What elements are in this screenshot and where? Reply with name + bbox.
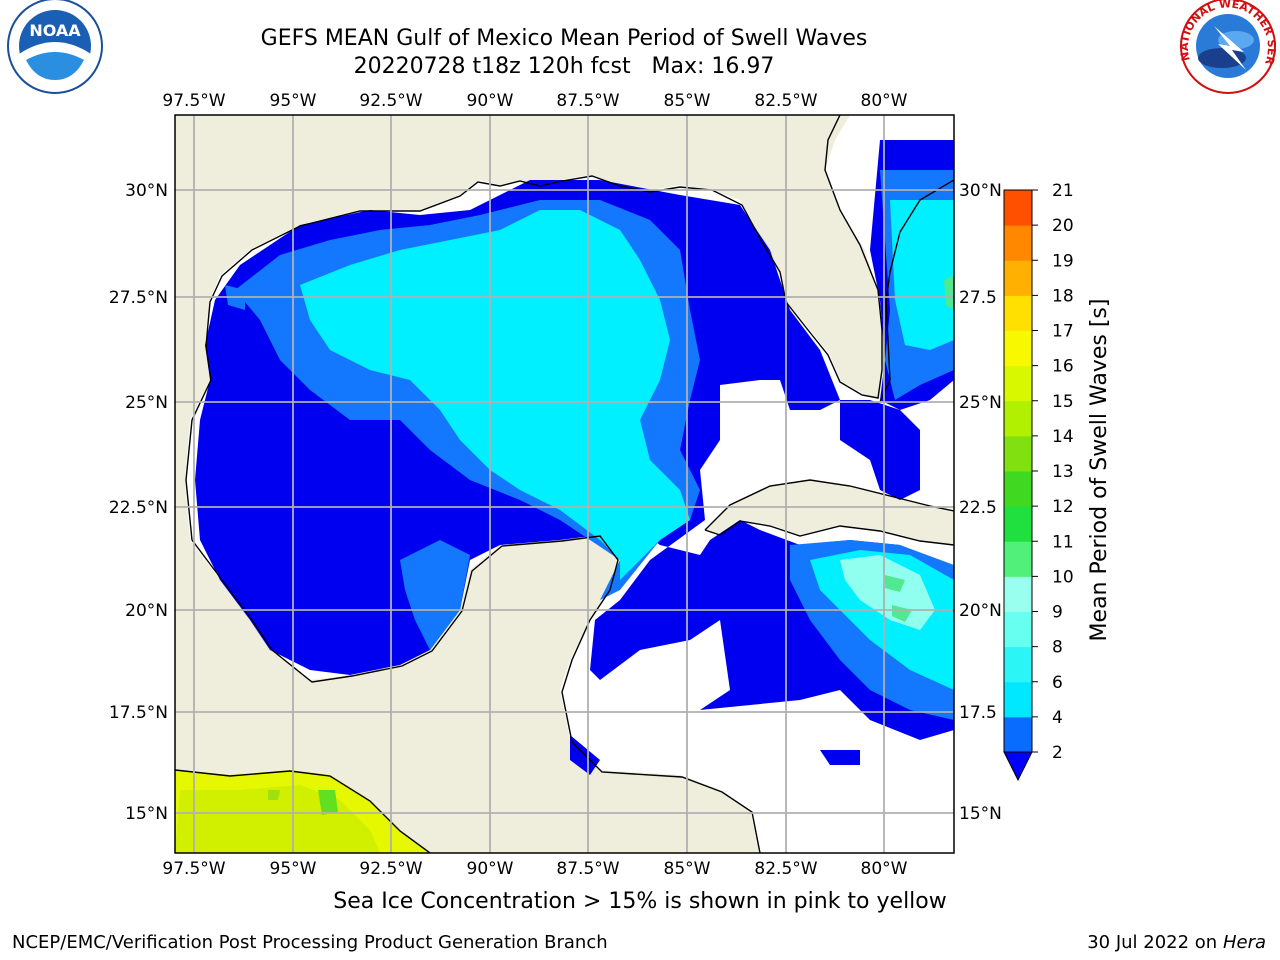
lat-tick-label: 22.5 [959, 498, 997, 518]
colorbar-tick-label: 8 [1052, 638, 1063, 658]
colorbar-tick-label: 9 [1052, 603, 1063, 623]
lon-tick-label: 92.5°W [359, 859, 422, 879]
lon-tick-label: 87.5°W [556, 91, 619, 111]
lon-tick-label: 95°W [270, 859, 317, 879]
colorbar-segment [1004, 576, 1032, 612]
lat-tick-label: 25°N [125, 393, 168, 413]
coastline [175, 115, 954, 853]
colorbar: 2 4 6 8 9 10 11 12 13 14 15 16 17 18 19 20 21 [1003, 181, 1074, 782]
lon-tick-label: 92.5°W [359, 91, 422, 111]
lon-tick-label: 82.5°W [754, 91, 817, 111]
pacific-high-period-area [175, 770, 430, 853]
colorbar-segment [1004, 471, 1032, 507]
lon-tick-label: 82.5°W [754, 859, 817, 879]
lat-tick-label: 25°N [959, 393, 1002, 413]
colorbar-segment [1004, 435, 1032, 472]
lon-tick-label: 97.5°W [162, 859, 225, 879]
lon-tick-label: 80°W [861, 859, 908, 879]
lat-tick-label: 27.5 [959, 288, 997, 308]
lat-tick-label: 30°N [959, 181, 1002, 201]
lon-tick-label: 85°W [664, 859, 711, 879]
lon-tick-label: 95°W [270, 91, 317, 111]
wave-field-9-10 [885, 275, 954, 622]
colorbar-tick-label: 11 [1052, 532, 1074, 552]
caption-text: Sea Ice Concentration > 15% is shown in … [333, 889, 947, 914]
footer-host: Hera [1222, 932, 1266, 953]
noaa-logo-icon: NOAA [7, 0, 103, 94]
lat-tick-label: 15°N [959, 804, 1002, 824]
lon-tick-label: 85°W [664, 91, 711, 111]
colorbar-tick-label: 12 [1052, 497, 1074, 517]
colorbar-tick-label: 16 [1052, 357, 1074, 377]
colorbar-tick-label: 10 [1052, 567, 1074, 587]
colorbar-segment [1004, 295, 1032, 331]
colorbar-segment [1004, 225, 1032, 261]
lat-ticks-right: 30°N 27.5 25°N 22.5 20°N 17.5 15°N [959, 181, 1002, 824]
chart-subtitle: 20220728 t18z 120h fcst Max: 16.97 [353, 54, 775, 79]
lat-tick-label: 22.5°N [109, 498, 168, 518]
footer-date-text: 30 Jul 2022 on [1087, 932, 1223, 953]
lon-ticks-top: 97.5°W 95°W 92.5°W 90°W 87.5°W 85°W 82.5… [162, 91, 907, 111]
colorbar-tick-label: 13 [1052, 462, 1074, 482]
noaa-logo-text: NOAA [29, 21, 81, 40]
colorbar-segment [1004, 541, 1032, 577]
map-border [174, 114, 955, 854]
lon-tick-label: 80°W [861, 91, 908, 111]
colorbar-segment [1004, 611, 1032, 648]
footer-date: 30 Jul 2022 on Hera [1087, 932, 1266, 953]
lat-tick-label: 20°N [125, 601, 168, 621]
colorbar-label: Mean Period of Swell Waves [s] [1087, 299, 1112, 642]
colorbar-segment [1004, 190, 1032, 226]
lat-tick-label: 17.5 [959, 703, 997, 723]
lat-tick-label: 27.5°N [109, 288, 168, 308]
caption: Sea Ice Concentration > 15% is shown in … [0, 889, 1280, 914]
colorbar-segment [1004, 400, 1032, 437]
lat-tick-label: 15°N [125, 804, 168, 824]
lon-ticks-bottom: 97.5°W 95°W 92.5°W 90°W 87.5°W 85°W 82.5… [162, 859, 907, 879]
colorbar-extend-arrow [1003, 751, 1033, 782]
colorbar-tick-label: 2 [1052, 743, 1063, 763]
colorbar-tick-label: 15 [1052, 392, 1074, 412]
lat-ticks-left: 30°N 27.5°N 25°N 22.5°N 20°N 17.5°N 15°N [109, 181, 168, 824]
colorbar-tick-label: 18 [1052, 286, 1074, 306]
colorbar-tick-label: 19 [1052, 251, 1074, 271]
colorbar-tick-label: 20 [1052, 216, 1074, 236]
lat-tick-label: 30°N [125, 181, 168, 201]
colorbar-segment [1004, 365, 1032, 402]
colorbar-tick-label: 21 [1052, 181, 1074, 201]
colorbar-segment [1004, 506, 1032, 542]
graticule [175, 115, 954, 853]
colorbar-tick-label: 6 [1052, 673, 1063, 693]
nws-logo-icon: NATIONAL WEATHER SERVICE [0, 0, 1278, 94]
lon-tick-label: 87.5°W [556, 859, 619, 879]
colorbar-segment [1004, 646, 1032, 683]
lat-tick-label: 17.5°N [109, 703, 168, 723]
lon-tick-label: 90°W [467, 859, 514, 879]
lon-tick-label: 90°W [467, 91, 514, 111]
colorbar-tick-label: 4 [1052, 708, 1063, 728]
colorbar-segment [1004, 716, 1032, 753]
lat-tick-label: 20°N [959, 601, 1002, 621]
lon-tick-label: 97.5°W [162, 91, 225, 111]
colorbar-tick-label: 17 [1052, 322, 1074, 342]
nws-logo-text: NATIONAL WEATHER SERVICE [0, 0, 1278, 67]
chart-title: GEFS MEAN Gulf of Mexico Mean Period of … [260, 26, 868, 51]
colorbar-segment [1004, 260, 1032, 296]
footer-credit: NCEP/EMC/Verification Post Processing Pr… [12, 932, 608, 953]
colorbar-tick-label: 14 [1052, 427, 1074, 447]
map-panel [174, 114, 955, 854]
colorbar-segment [1004, 330, 1032, 367]
colorbar-segment [1004, 681, 1032, 718]
